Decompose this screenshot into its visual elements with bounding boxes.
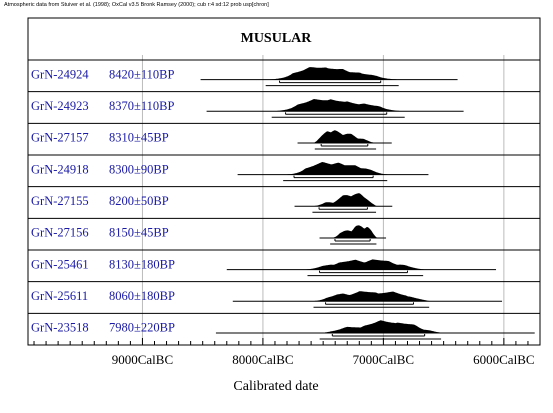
sample-date: 8150±45BP: [109, 226, 169, 240]
probability-distribution: [305, 259, 426, 270]
probability-distribution: [262, 67, 402, 80]
sample-id: GrN-24918: [31, 162, 89, 176]
sample-date: 8420±110BP: [109, 67, 174, 81]
sample-id: GrN-25461: [31, 257, 89, 271]
x-tick-label: 7000CalBC: [353, 352, 414, 367]
plot-frame: [27, 17, 541, 346]
probability-distribution: [313, 130, 378, 143]
sample-id: GrN-25611: [31, 289, 88, 303]
sample-id: GrN-23518: [31, 321, 89, 335]
probability-distribution: [317, 320, 444, 333]
sample-row: GrN-25611 8060±180BP: [28, 281, 540, 308]
sample-date: 8300±90BP: [109, 162, 169, 176]
sample-id: GrN-24923: [31, 99, 89, 113]
probability-distribution: [311, 291, 432, 302]
sample-row: GrN-27157 8310±45BP: [28, 122, 540, 150]
sample-date: 8310±45BP: [109, 131, 169, 145]
sample-date: 8370±110BP: [109, 99, 174, 113]
sample-row: GrN-24924 8420±110BP: [28, 59, 540, 87]
sample-id: GrN-27156: [31, 226, 89, 240]
probability-distribution: [281, 162, 390, 175]
sample-date: 8200±50BP: [109, 194, 169, 208]
x-tick-label: 9000CalBC: [112, 352, 173, 367]
probability-distribution: [329, 225, 378, 238]
sample-row: GrN-25461 8130±180BP: [28, 249, 540, 277]
x-tick-label: 6000CalBC: [473, 352, 534, 367]
sample-id: GrN-27157: [31, 131, 89, 145]
sample-row: GrN-23518 7980±220BP: [28, 312, 540, 340]
sample-id: GrN-27155: [31, 194, 89, 208]
sample-date: 7980±220BP: [109, 321, 175, 335]
sample-date: 8130±180BP: [109, 257, 175, 271]
x-axis-label: Calibrated date: [233, 379, 318, 394]
sample-row: GrN-24918 8300±90BP: [28, 154, 540, 182]
sample-row: GrN-27156 8150±45BP: [28, 217, 540, 245]
probability-distribution: [268, 99, 408, 112]
sample-date: 8060±180BP: [109, 289, 175, 303]
sample-row: GrN-24923 8370±110BP: [28, 91, 540, 118]
chart-title: MUSULAR: [241, 31, 313, 46]
x-tick-label: 8000CalBC: [232, 352, 293, 367]
sample-row: GrN-27155 8200±50BP: [28, 186, 540, 213]
sample-id: GrN-24924: [31, 67, 89, 81]
chart-header-note: Atmospheric data from Stuiver et al. (19…: [4, 2, 269, 8]
probability-distribution: [311, 193, 378, 207]
